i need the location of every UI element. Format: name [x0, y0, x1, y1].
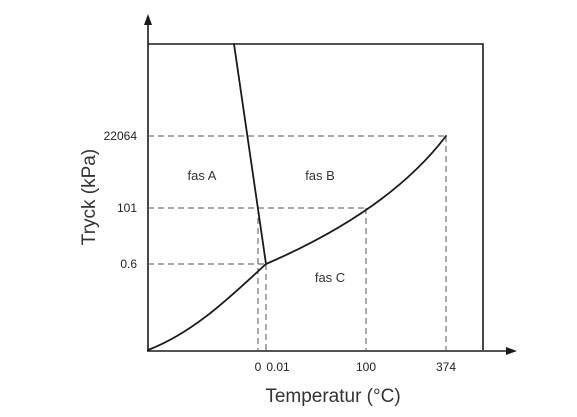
x-axis-title: Temperatur (°C)	[265, 386, 400, 407]
x-tick-374: 374	[436, 360, 456, 374]
y-tick-101: 101	[117, 201, 137, 215]
y-axis-title: Tryck (kPa)	[79, 149, 100, 245]
region-label-a: fas A	[188, 168, 217, 183]
sublimation-curve	[147, 263, 267, 351]
x-tick-0.01: 0.01	[266, 360, 290, 374]
x-tick-100: 100	[356, 360, 376, 374]
region-label-b: fas B	[305, 168, 335, 183]
y-axis-arrow	[144, 14, 152, 25]
x-axis-arrow	[506, 347, 517, 355]
x-tick-0: 0	[255, 360, 262, 374]
region-label-c: fas C	[315, 270, 345, 285]
y-tick-22064: 22064	[104, 129, 138, 143]
plot-frame	[148, 43, 484, 350]
y-tick-0.6: 0.6	[120, 257, 137, 271]
phase-boundaries	[147, 43, 447, 351]
dashed-guides	[148, 135, 447, 351]
vaporization-curve	[265, 135, 447, 265]
melting-curve	[233, 43, 267, 265]
